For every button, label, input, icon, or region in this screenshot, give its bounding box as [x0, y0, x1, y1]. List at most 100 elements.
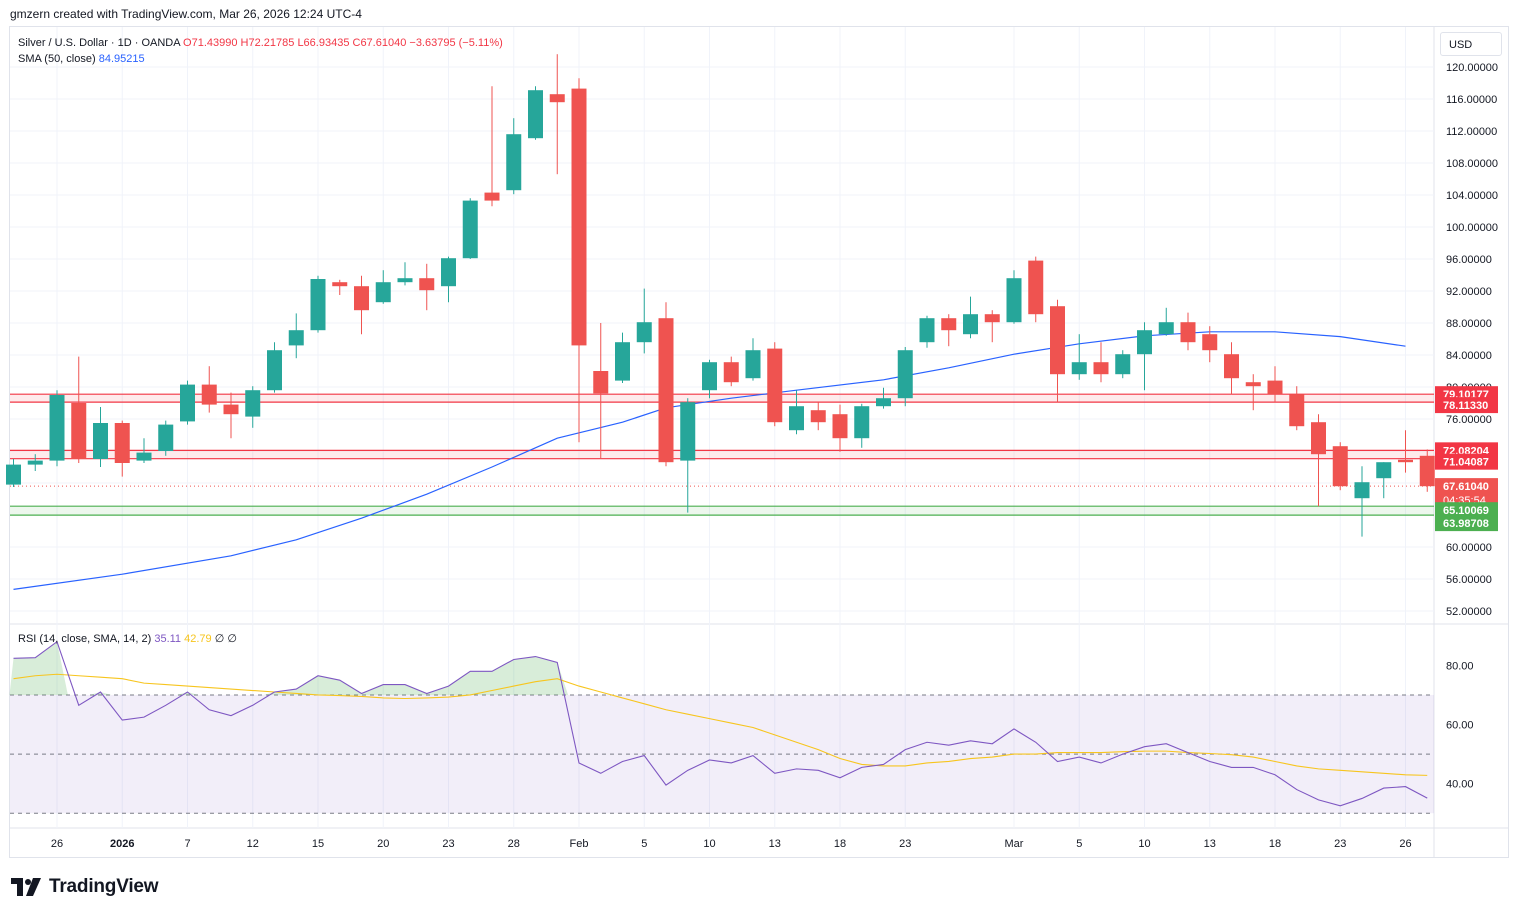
price-tick-label: 104.00000	[1446, 190, 1498, 202]
candle-body-down	[1267, 380, 1283, 395]
chart-frame	[9, 26, 1509, 858]
time-tick-label: 10	[1138, 838, 1150, 850]
candle-body-up	[375, 282, 391, 303]
candle-body-up	[528, 90, 543, 139]
candle-body-down	[484, 192, 500, 201]
candle-body-up	[267, 350, 282, 391]
candle-body-up	[897, 350, 913, 399]
candle-body-down	[549, 94, 565, 103]
candle-body-up	[854, 406, 870, 439]
time-tick-label: 23	[442, 838, 454, 850]
time-tick-label: 13	[769, 838, 781, 850]
tradingview-logo-icon	[11, 878, 41, 896]
rsi-legend-extra2: ∅	[227, 633, 237, 645]
price-tick-label: 52.00000	[1446, 606, 1492, 618]
level-65-label: 65.10069	[1443, 505, 1489, 517]
rsi-legend-label: RSI (14, close, SMA, 14, 2)	[18, 633, 152, 645]
candle-body-up	[397, 278, 413, 283]
candle-body-down	[984, 314, 1000, 323]
candle-body-up	[441, 258, 456, 287]
candle-body-down	[71, 403, 87, 459]
level-65-tag	[1435, 502, 1498, 519]
candle-body-down	[767, 348, 783, 423]
candle-body-up	[1115, 354, 1131, 375]
legend-sma-label: SMA (50, close)	[18, 53, 96, 65]
candle-body-down	[1050, 306, 1065, 375]
resistance-zone-band	[10, 394, 1434, 403]
rsi-tick-label: 60.00	[1446, 720, 1474, 732]
resistance-zone-band	[10, 450, 1434, 459]
time-tick-label: 23	[899, 838, 911, 850]
rsi-overbought-fill	[176, 692, 199, 695]
candle-body-up	[49, 395, 65, 461]
candle-body-up	[136, 452, 152, 461]
time-tick-label: 18	[834, 838, 846, 850]
time-tick-label: 26	[1399, 838, 1411, 850]
price-tick-label: 84.00000	[1446, 350, 1492, 362]
candle-body-down	[832, 414, 848, 439]
candle-body-up	[876, 398, 891, 407]
level-64-tag	[1435, 515, 1498, 532]
price-tick-label: 88.00000	[1446, 318, 1492, 330]
candle-body-down	[114, 423, 130, 463]
legend-low: L66.93435	[297, 37, 350, 49]
candle-body-up	[6, 464, 21, 485]
rsi-tick-label: 80.00	[1446, 660, 1474, 672]
rsi-legend-value: 35.11	[154, 633, 182, 645]
rsi-legend: RSI (14, close, SMA, 14, 2) 35.11 42.79 …	[18, 632, 237, 645]
candle-body-up	[93, 423, 108, 459]
candle-body-down	[223, 404, 239, 415]
time-tick-label: 26	[51, 838, 63, 850]
candle-body-up	[158, 424, 174, 451]
legend-high: H72.21785	[240, 37, 295, 49]
rsi-legend-extra1: ∅	[214, 633, 225, 645]
rsi-legend-sma-value: 42.79	[184, 633, 212, 645]
rsi-overbought-fill	[9, 641, 68, 695]
candle-body-down	[1289, 394, 1305, 427]
candle-body-up	[1071, 362, 1087, 375]
candle-body-up	[245, 390, 261, 417]
time-tick-label: 18	[1269, 838, 1281, 850]
candle-body-up	[1354, 482, 1370, 499]
legend-open: O71.43990	[183, 37, 238, 49]
price-tick-label: 100.00000	[1446, 222, 1498, 234]
candle-body-up	[462, 200, 478, 259]
rsi-overbought-fill	[263, 656, 569, 695]
last-price-label: 67.61040	[1443, 481, 1489, 493]
candle-body-up	[636, 322, 652, 343]
candle-body-up	[1376, 462, 1392, 479]
currency-button[interactable]: USD	[1440, 32, 1502, 56]
time-tick-label: 28	[508, 838, 520, 850]
candle-body-down	[1311, 422, 1326, 455]
rsi-tick-label: 40.00	[1446, 779, 1474, 791]
time-tick-label: 12	[247, 838, 259, 850]
candle-body-up	[919, 318, 935, 343]
candle-body-down	[658, 318, 674, 463]
candle-body-up	[702, 362, 717, 391]
time-tick-label: 5	[1076, 838, 1082, 850]
rsi-overbought-fill	[89, 692, 112, 695]
candle-body-up	[615, 342, 630, 381]
candle-body-up	[680, 402, 696, 461]
time-tick-label: 20	[377, 838, 389, 850]
brand-logo: TradingView	[11, 876, 159, 898]
candle-body-down	[1202, 334, 1218, 351]
main-legend: Silver / U.S. Dollar · 1D · OANDA O71.43…	[18, 35, 503, 67]
candle-body-down	[941, 318, 957, 331]
time-tick-label: 23	[1334, 838, 1346, 850]
candle-body-up	[288, 330, 304, 346]
level-78-tag	[1435, 397, 1498, 414]
time-tick-label: 10	[703, 838, 715, 850]
rsi-sma-line	[13, 673, 1428, 776]
candle-body-down	[1398, 459, 1413, 463]
time-tick-label: 13	[1204, 838, 1216, 850]
price-tick-label: 116.00000	[1446, 94, 1497, 106]
candle-body-up	[1137, 330, 1152, 355]
legend-close: C67.61040	[352, 37, 407, 49]
level-64-label: 63.98708	[1443, 518, 1489, 530]
level-78-label: 78.11330	[1443, 400, 1488, 412]
time-tick-label: Feb	[570, 838, 589, 850]
time-tick-label: Mar	[1005, 838, 1024, 850]
candle-body-down	[1093, 362, 1109, 375]
